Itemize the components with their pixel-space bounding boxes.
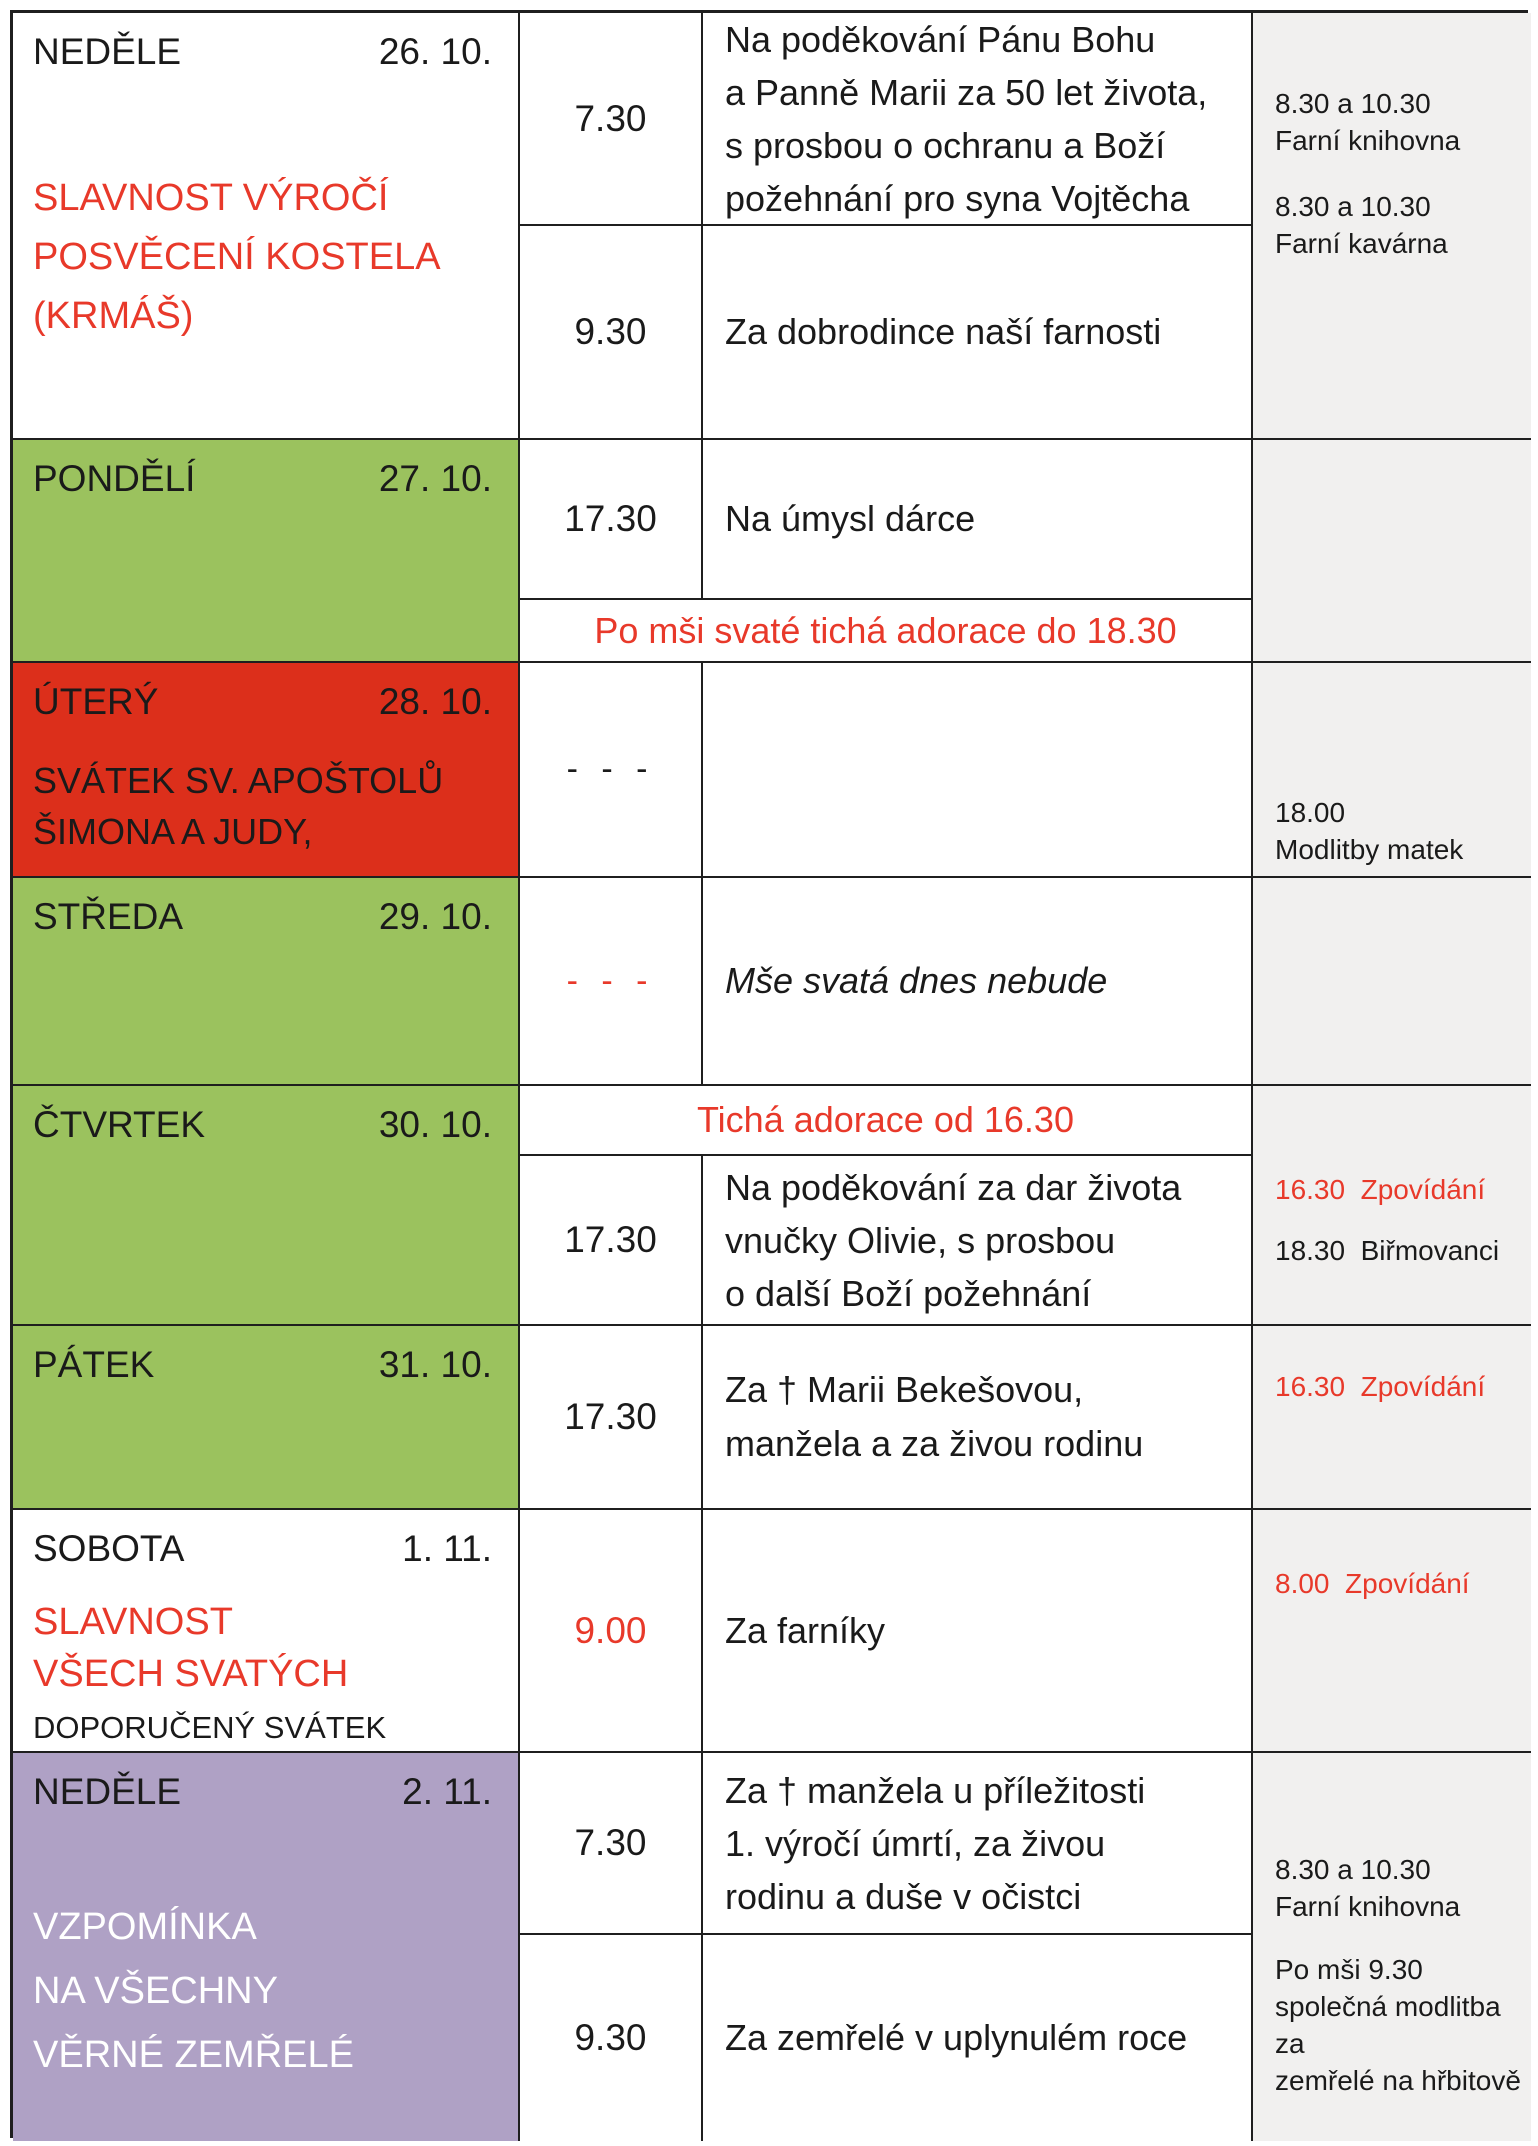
day-cell-wednesday-29: STŘEDA 29. 10. xyxy=(13,878,520,1086)
side-note: 8.30 a 10.30 Farní knihovna xyxy=(1275,88,1461,156)
time-cell: 17.30 xyxy=(520,440,703,600)
mass-time: 17.30 xyxy=(564,1396,657,1437)
intention-cell: Na poděkování za dar života vnučky Olivi… xyxy=(703,1156,1253,1326)
side-note-cell: 18.00 Modlitby matek xyxy=(1253,663,1531,878)
intention-cell: Mše svatá dnes nebude xyxy=(703,878,1253,1086)
side-note: 8.30 a 10.30 Farní knihovna xyxy=(1275,1854,1461,1922)
day-date: 28. 10. xyxy=(378,681,492,722)
intention-cell: Za dobrodince naší farnosti xyxy=(703,226,1253,440)
mass-intention: Za † Marii Bekešovou, manžela a za živou… xyxy=(725,1369,1144,1464)
day-cell-sunday-26: NEDĚLE 26. 10. SLAVNOST VÝROČÍ POSVĚCENÍ… xyxy=(13,13,520,440)
intention-cell: Za zemřelé v uplynulém roce xyxy=(703,1935,1253,2141)
time-cell: - - - xyxy=(520,878,703,1086)
side-note-cell: 8.30 a 10.30 Farní knihovna Po mši 9.30 … xyxy=(1253,1753,1531,2141)
day-cell-sunday-2: NEDĚLE 2. 11. VZPOMÍNKA NA VŠECHNY VĚRNÉ… xyxy=(13,1753,520,2141)
side-note: Po mši 9.30 společná modlitba za zemřelé… xyxy=(1275,1954,1521,2096)
banner-text: Tichá adorace od 16.30 xyxy=(697,1099,1074,1140)
mass-intention: Za zemřelé v uplynulém roce xyxy=(725,2017,1188,2058)
day-cell-friday-31: PÁTEK 31. 10. xyxy=(13,1326,520,1510)
mass-time: 9.00 xyxy=(574,1609,647,1651)
day-cell-thursday-30: ČTVRTEK 30. 10. xyxy=(13,1086,520,1326)
mass-intention: Za farníky xyxy=(725,1609,886,1651)
day-name: ČTVRTEK xyxy=(33,1104,206,1145)
time-cell: 9.30 xyxy=(520,1935,703,2141)
mass-intention: Na poděkování za dar života vnučky Olivi… xyxy=(725,1166,1182,1314)
day-date: 30. 10. xyxy=(378,1104,492,1145)
day-name: ÚTERÝ xyxy=(33,681,159,722)
mass-intention: Mše svatá dnes nebude xyxy=(725,960,1108,1001)
mass-time: 7.30 xyxy=(574,1822,647,1863)
time-cell: 9.00 xyxy=(520,1510,703,1753)
day-note: SLAVNOST VŠECH SVATÝCH xyxy=(33,1601,349,1695)
mass-time: 9.30 xyxy=(574,2017,647,2058)
intention-cell xyxy=(703,663,1253,878)
day-date: 26. 10. xyxy=(378,31,492,72)
time-cell: 7.30 xyxy=(520,1753,703,1935)
day-note-small: DOPORUČENÝ SVÁTEK xyxy=(33,1710,387,1745)
side-note: 16.30 Zpovídání xyxy=(1275,1174,1486,1205)
intention-cell: Na úmysl dárce xyxy=(703,440,1253,600)
time-cell: 9.30 xyxy=(520,226,703,440)
time-cell: 17.30 xyxy=(520,1156,703,1326)
mass-time: 17.30 xyxy=(564,498,657,539)
intention-cell: Za † manžela u příležitosti 1. výročí úm… xyxy=(703,1753,1253,1935)
side-note: 8.00 Zpovídání xyxy=(1275,1568,1470,1599)
side-note-cell xyxy=(1253,878,1531,1086)
side-note-cell: 8.00 Zpovídání xyxy=(1253,1510,1531,1753)
mass-intention: Na úmysl dárce xyxy=(725,498,976,539)
mass-time: 9.30 xyxy=(574,311,647,352)
side-note-cell xyxy=(1253,440,1531,663)
day-name: SOBOTA xyxy=(33,1528,185,1569)
intention-cell: Na poděkování Pánu Bohu a Panně Marii za… xyxy=(703,13,1253,226)
day-name: PÁTEK xyxy=(33,1344,155,1385)
adoration-banner: Po mši svaté tichá adorace do 18.30 xyxy=(520,600,1253,663)
time-cell: 17.30 xyxy=(520,1326,703,1510)
day-note: SVÁTEK SV. APOŠTOLŮ ŠIMONA A JUDY, xyxy=(33,760,444,852)
side-note-cell: 16.30 Zpovídání xyxy=(1253,1326,1531,1510)
day-name: STŘEDA xyxy=(33,896,184,937)
day-date: 2. 11. xyxy=(402,1771,492,1812)
side-note-cell: 8.30 a 10.30 Farní knihovna 8.30 a 10.30… xyxy=(1253,13,1531,440)
day-cell-saturday-1: SOBOTA 1. 11. SLAVNOST VŠECH SVATÝCH DOP… xyxy=(13,1510,520,1753)
side-note: 18.30 Biřmovanci xyxy=(1275,1235,1500,1266)
time-cell: 7.30 xyxy=(520,13,703,226)
mass-intention: Za dobrodince naší farnosti xyxy=(725,311,1162,352)
day-date: 29. 10. xyxy=(378,896,492,937)
side-note: 16.30 Zpovídání xyxy=(1275,1371,1486,1402)
intention-cell: Za † Marii Bekešovou, manžela a za živou… xyxy=(703,1326,1253,1510)
mass-intention: Na poděkování Pánu Bohu a Panně Marii za… xyxy=(725,18,1208,219)
day-date: 1. 11. xyxy=(402,1528,492,1569)
intention-cell: Za farníky xyxy=(703,1510,1253,1753)
day-date: 31. 10. xyxy=(378,1344,492,1385)
time-cell: - - - xyxy=(520,663,703,878)
mass-time: 17.30 xyxy=(564,1219,657,1260)
day-note: VZPOMÍNKA NA VŠECHNY VĚRNÉ ZEMŘELÉ xyxy=(33,1906,354,2076)
day-name: NEDĚLE xyxy=(33,31,182,72)
day-name: PONDĚLÍ xyxy=(33,458,196,499)
mass-time: - - - xyxy=(566,961,655,1000)
day-note: SLAVNOST VÝROČÍ POSVĚCENÍ KOSTELA (KRMÁŠ… xyxy=(33,177,441,337)
day-cell-monday-27: PONDĚLÍ 27. 10. xyxy=(13,440,520,663)
side-note: 8.30 a 10.30 Farní kavárna xyxy=(1275,191,1448,259)
mass-time: 7.30 xyxy=(574,97,647,139)
day-cell-tuesday-28: ÚTERÝ 28. 10. SVÁTEK SV. APOŠTOLŮ ŠIMONA… xyxy=(13,663,520,878)
day-date: 27. 10. xyxy=(378,458,492,499)
side-note-cell: 16.30 Zpovídání 18.30 Biřmovanci xyxy=(1253,1086,1531,1326)
banner-text: Po mši svaté tichá adorace do 18.30 xyxy=(594,609,1177,651)
adoration-banner: Tichá adorace od 16.30 xyxy=(520,1086,1253,1156)
side-note: 18.00 Modlitby matek xyxy=(1275,797,1464,865)
mass-intention: Za † manžela u příležitosti 1. výročí úm… xyxy=(725,1769,1146,1917)
day-name: NEDĚLE xyxy=(33,1771,182,1812)
mass-time: - - - xyxy=(566,750,655,788)
mass-schedule-table: NEDĚLE 26. 10. SLAVNOST VÝROČÍ POSVĚCENÍ… xyxy=(10,10,1531,2141)
